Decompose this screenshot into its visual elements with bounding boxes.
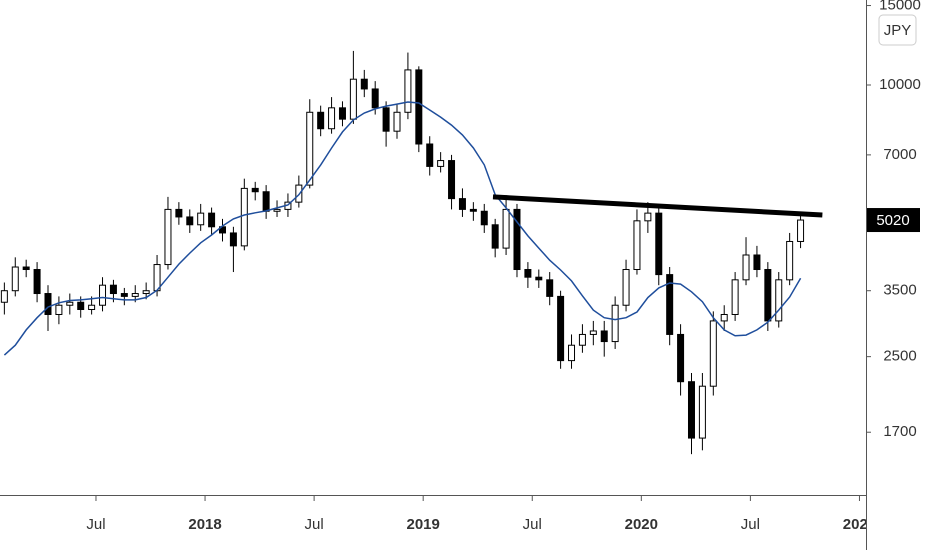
x-tick-label: Jul bbox=[523, 516, 542, 533]
y-tick-label: 7000 bbox=[883, 146, 916, 163]
candle-body bbox=[753, 254, 761, 271]
candle-body bbox=[22, 266, 30, 271]
y-tick-label: 10000 bbox=[879, 76, 921, 93]
candle-body bbox=[306, 111, 314, 186]
candle-body bbox=[404, 69, 412, 113]
candle-body bbox=[568, 344, 576, 362]
candle-body bbox=[731, 279, 739, 315]
candle-body bbox=[371, 88, 379, 109]
candle-body bbox=[317, 111, 325, 130]
candle-body bbox=[393, 111, 401, 132]
candle-body bbox=[589, 330, 597, 335]
plot-area bbox=[0, 50, 823, 455]
candle-body bbox=[720, 313, 728, 322]
candle-body bbox=[764, 269, 772, 322]
candle-body bbox=[186, 216, 194, 226]
candle-body bbox=[644, 212, 652, 222]
x-axis: Jul 2018 Jul 2019 Jul 2020 Jul 2021 bbox=[86, 495, 876, 533]
candle-body bbox=[33, 269, 41, 295]
candle-body bbox=[687, 381, 695, 439]
x-tick-label: Jul bbox=[86, 516, 105, 533]
candle-body bbox=[11, 266, 19, 292]
price-scale-background bbox=[867, 0, 932, 550]
x-tick-label: 2018 bbox=[188, 516, 221, 533]
x-tick-label: 2019 bbox=[406, 516, 439, 533]
candle-body bbox=[480, 210, 488, 226]
x-tick-label: Jul bbox=[741, 516, 760, 533]
candle-body bbox=[491, 224, 499, 249]
candle-body bbox=[666, 274, 674, 335]
candle-body bbox=[44, 293, 52, 315]
trendline bbox=[492, 194, 823, 218]
candle-body bbox=[99, 284, 107, 306]
candle-body bbox=[426, 143, 434, 167]
last-price-box bbox=[867, 208, 920, 233]
candle-body bbox=[458, 198, 466, 210]
currency-label[interactable]: JPY bbox=[884, 22, 912, 39]
candle-body bbox=[175, 208, 183, 218]
candle-body bbox=[273, 208, 281, 212]
candle-body bbox=[524, 269, 532, 278]
candle-body bbox=[360, 78, 368, 90]
y-tick-label: 15000 bbox=[879, 0, 921, 14]
last-price-label: 5020 bbox=[876, 212, 909, 229]
candle-body bbox=[677, 333, 685, 383]
candle-body bbox=[633, 220, 641, 271]
candle-body bbox=[578, 333, 586, 346]
y-tick-label: 2500 bbox=[883, 348, 916, 365]
candle-body bbox=[77, 301, 85, 311]
candle-body bbox=[262, 191, 270, 212]
candle-body bbox=[622, 269, 630, 306]
y-tick-label: 1700 bbox=[883, 423, 916, 440]
candle-body bbox=[120, 293, 128, 297]
candle-body bbox=[448, 160, 456, 200]
candle-body bbox=[142, 290, 150, 295]
candle-body bbox=[229, 232, 237, 247]
candle-body bbox=[698, 385, 706, 439]
candle-body bbox=[415, 69, 423, 145]
candle-body bbox=[338, 107, 346, 120]
y-tick-label: 3500 bbox=[883, 282, 916, 299]
candle-body bbox=[546, 279, 554, 297]
candle-body bbox=[775, 279, 783, 322]
candle-body bbox=[55, 304, 63, 315]
x-tick-label: Jul bbox=[305, 516, 324, 533]
moving-average-line bbox=[3, 101, 802, 356]
candle-body bbox=[786, 240, 794, 281]
candle-body bbox=[382, 107, 390, 132]
candle-body bbox=[131, 293, 139, 297]
candle-body bbox=[535, 276, 543, 281]
candle-body bbox=[88, 304, 96, 311]
candle-body bbox=[611, 304, 619, 343]
candle-body bbox=[66, 301, 74, 306]
candle-body bbox=[240, 187, 248, 247]
candle-body bbox=[164, 208, 172, 266]
candle-body bbox=[655, 212, 663, 276]
currency-button[interactable] bbox=[878, 14, 917, 46]
x-tick-label: 2020 bbox=[625, 516, 658, 533]
candle-body bbox=[437, 160, 445, 167]
candle-body bbox=[513, 208, 521, 271]
candle-body bbox=[557, 295, 565, 362]
candle-body bbox=[197, 212, 205, 226]
candle-body bbox=[328, 107, 336, 130]
candle-body bbox=[0, 290, 8, 303]
candle-body bbox=[208, 212, 216, 228]
candle-body bbox=[109, 284, 117, 295]
candle-body bbox=[709, 320, 717, 387]
candle-body bbox=[797, 219, 805, 242]
candle-body bbox=[502, 208, 510, 249]
candle-body bbox=[251, 187, 259, 193]
candle-body bbox=[742, 254, 750, 281]
candle-body bbox=[469, 208, 477, 212]
candle-body bbox=[349, 78, 357, 120]
candle-body bbox=[600, 330, 608, 343]
